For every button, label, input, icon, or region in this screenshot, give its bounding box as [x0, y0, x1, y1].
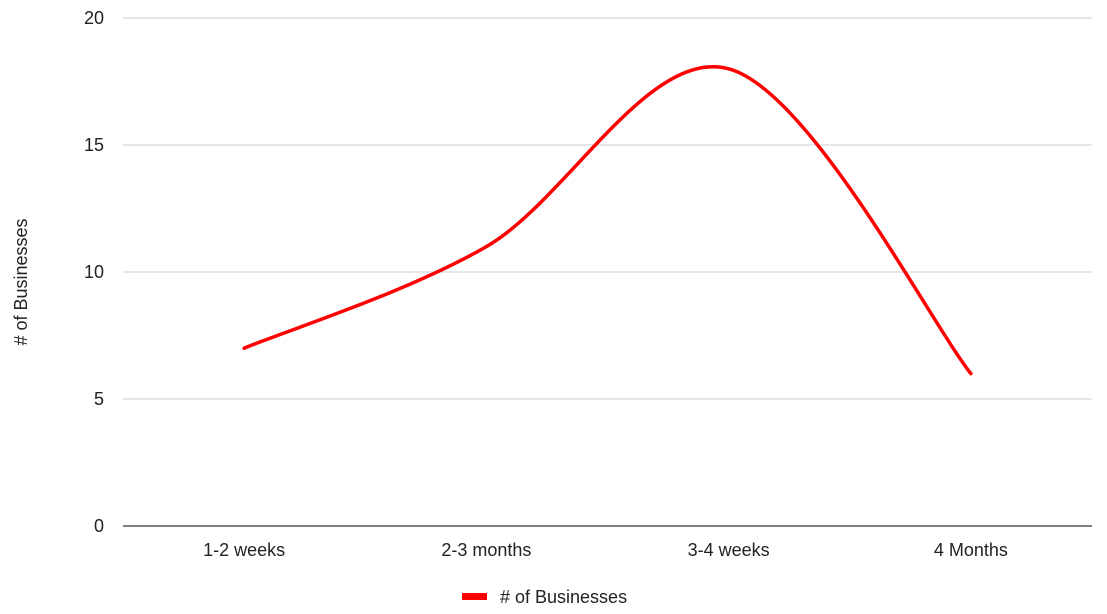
x-tick-label: 3-4 weeks	[688, 540, 770, 560]
x-tick-label: 1-2 weeks	[203, 540, 285, 560]
x-tick-label: 2-3 months	[441, 540, 531, 560]
y-tick-label: 15	[84, 135, 104, 155]
y-tick-label: 10	[84, 262, 104, 282]
legend[interactable]: # of Businesses	[462, 587, 627, 607]
x-tick-label: 4 Months	[934, 540, 1008, 560]
x-axis-ticks: 1-2 weeks 2-3 months 3-4 weeks 4 Months	[203, 540, 1008, 560]
legend-label: # of Businesses	[500, 587, 627, 607]
series-line[interactable]	[242, 65, 973, 376]
legend-swatch	[462, 593, 487, 600]
series-layer	[242, 65, 973, 376]
gridlines	[123, 17, 1092, 527]
y-axis-ticks: 0 5 10 15 20	[84, 8, 104, 536]
y-tick-label: 0	[94, 516, 104, 536]
y-tick-label: 5	[94, 389, 104, 409]
y-axis-title: # of Businesses	[11, 218, 31, 345]
y-tick-label: 20	[84, 8, 104, 28]
